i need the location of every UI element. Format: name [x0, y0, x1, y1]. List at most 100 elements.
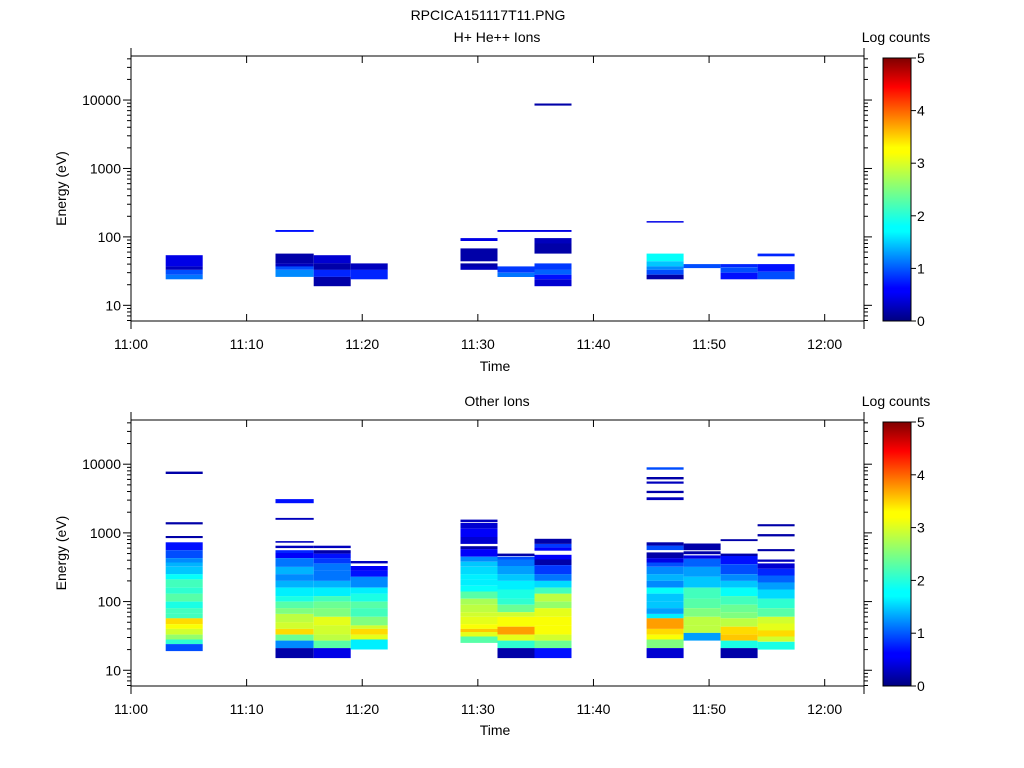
energy-bin-cell — [460, 624, 498, 629]
x-tick-label: 11:20 — [345, 336, 379, 352]
x-tick-label: 11:30 — [461, 336, 495, 352]
energy-bin-cell — [720, 264, 758, 268]
energy-bin-cell — [757, 568, 795, 576]
energy-bin-cell — [275, 499, 314, 504]
energy-bin-cell — [460, 574, 498, 580]
time-column — [757, 524, 795, 650]
energy-bin-cell — [757, 559, 795, 562]
energy-bin-cell — [275, 634, 314, 641]
time-column — [275, 499, 314, 659]
time-column — [646, 467, 684, 659]
energy-bin-cell — [165, 542, 203, 551]
energy-bin-cell — [165, 644, 203, 652]
energy-bin-cell — [497, 266, 535, 273]
energy-bin-cell — [350, 576, 388, 588]
y-tick-label: 10000 — [82, 456, 121, 472]
time-column — [497, 230, 535, 277]
energy-bin-cell — [497, 589, 535, 599]
energy-bin-cell — [720, 574, 758, 581]
energy-bin-cell — [460, 632, 498, 637]
energy-bin-cell — [313, 276, 351, 287]
energy-bin-cell — [275, 608, 314, 614]
energy-bin-cell — [534, 269, 572, 275]
energy-bin-cell — [275, 640, 314, 649]
energy-bin-cell — [313, 587, 351, 597]
energy-bin-cell — [757, 549, 795, 552]
energy-bin-cell — [646, 628, 684, 635]
energy-bin-cell — [534, 279, 572, 287]
energy-bin-cell — [534, 565, 572, 575]
energy-bin-cell — [757, 271, 795, 280]
energy-bin-cell — [275, 628, 314, 635]
colorbar-label: Log counts — [862, 393, 931, 409]
energy-bin-cell — [275, 648, 314, 659]
x-tick-label: 11:10 — [230, 701, 264, 717]
energy-bin-cell — [275, 601, 314, 609]
energy-bin-cell — [460, 519, 498, 522]
energy-bin-cell — [165, 562, 203, 567]
x-tick-label: 11:10 — [230, 336, 264, 352]
energy-bin-cell — [313, 625, 351, 635]
time-column — [460, 519, 498, 643]
energy-bin-cell — [460, 546, 498, 550]
energy-bin-cell — [350, 570, 388, 577]
energy-bin-cell — [720, 539, 758, 542]
energy-bin-cell — [646, 274, 684, 280]
energy-bin-cell — [683, 566, 721, 577]
energy-bin-cell — [275, 517, 314, 520]
x-axis-label: Time — [480, 358, 511, 374]
time-column — [683, 543, 721, 641]
energy-bin-cell — [275, 550, 314, 553]
energy-bin-cell — [757, 598, 795, 609]
x-tick-label: 11:00 — [114, 336, 148, 352]
energy-bin-cell — [757, 264, 795, 272]
energy-bin-cell — [497, 604, 535, 613]
colorbar-tick-label: 3 — [917, 155, 925, 171]
energy-bin-cell — [646, 545, 684, 551]
energy-bin-cell — [460, 528, 498, 537]
energy-bin-cell — [275, 566, 314, 575]
energy-bin-cell — [757, 582, 795, 590]
energy-bin-cell — [646, 477, 684, 480]
energy-bin-cell — [497, 616, 535, 627]
energy-bin-cell — [683, 264, 721, 269]
energy-bin-cell — [497, 553, 535, 557]
energy-bin-cell — [534, 574, 572, 581]
colorbar-label: Log counts — [862, 29, 931, 45]
colorbar-tick-label: 1 — [917, 625, 925, 641]
energy-bin-cell — [350, 593, 388, 602]
energy-bin-cell — [683, 543, 721, 551]
y-axis-label: Energy (eV) — [53, 151, 69, 226]
y-tick-label: 10 — [105, 297, 121, 313]
energy-bin-cell — [313, 601, 351, 609]
energy-bin-cell — [720, 553, 758, 557]
spectrogram-cells — [165, 103, 795, 287]
energy-bin-cell — [165, 269, 203, 275]
energy-bin-cell — [646, 562, 684, 567]
energy-bin-cell — [460, 566, 498, 575]
energy-bin-cell — [497, 626, 535, 635]
energy-bin-cell — [720, 640, 758, 649]
energy-bin-cell — [534, 616, 572, 626]
colorbar-ticks: 0 1 2 3 4 5 — [911, 50, 925, 329]
energy-bin-cell — [313, 255, 351, 264]
energy-bin-cell — [275, 266, 314, 270]
y-tick-label: 1000 — [90, 160, 121, 176]
panel-title: H+ He++ Ions — [454, 29, 541, 45]
energy-bin-cell — [350, 561, 388, 564]
energy-bin-cell — [350, 263, 388, 270]
colorbar: Log counts 0 1 2 3 4 5 — [862, 29, 931, 329]
time-column — [350, 561, 388, 650]
energy-bin-cell — [275, 253, 314, 264]
energy-bin-cell — [683, 616, 721, 626]
energy-bin-cell — [313, 648, 351, 659]
energy-bin-cell — [497, 566, 535, 575]
energy-bin-cell — [646, 574, 684, 581]
energy-bin-cell — [165, 255, 203, 267]
energy-bin-cell — [646, 566, 684, 575]
energy-bin-cell — [497, 640, 535, 649]
time-column — [720, 264, 758, 280]
y-tick-label: 1000 — [90, 525, 121, 541]
energy-bin-cell — [534, 580, 572, 588]
